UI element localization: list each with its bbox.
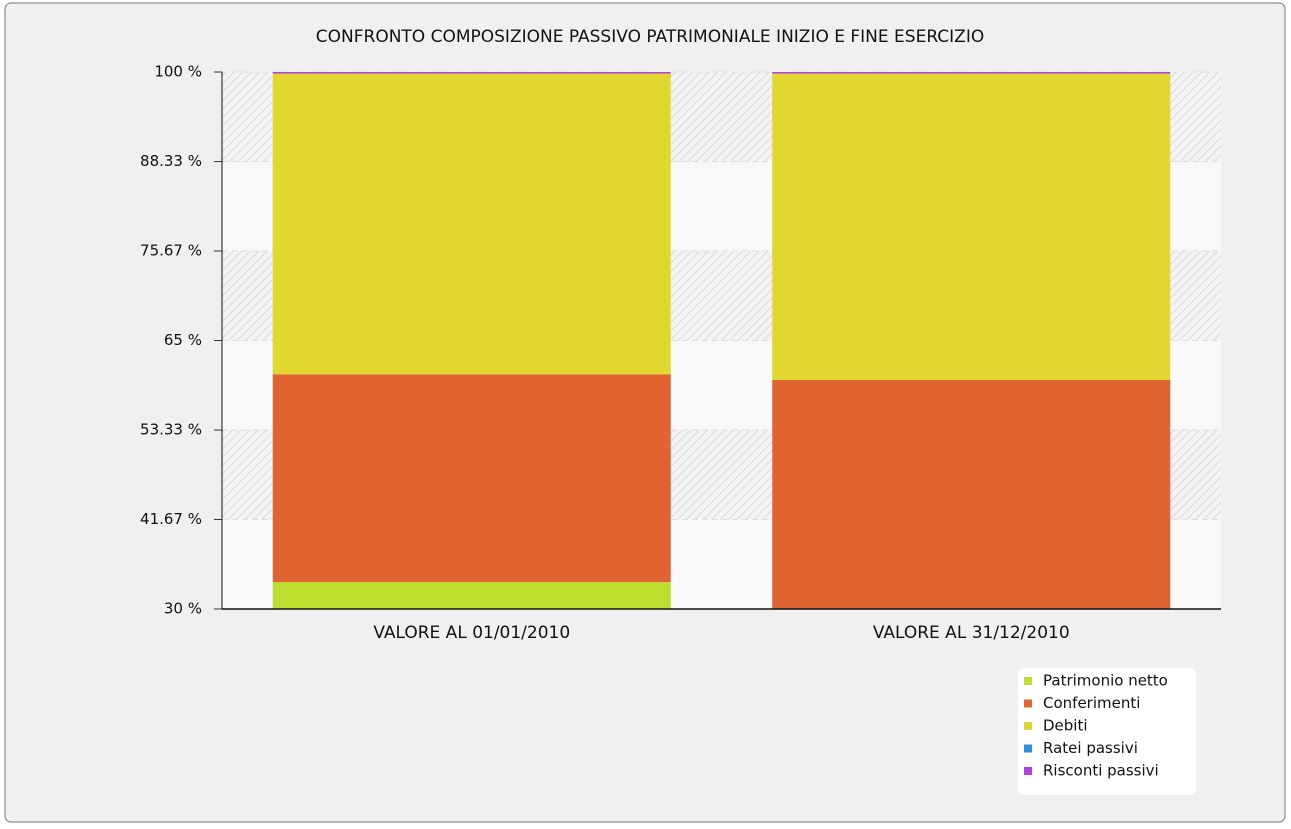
legend-label: Ratei passivi bbox=[1043, 739, 1138, 757]
y-tick-label: 65 % bbox=[164, 331, 202, 349]
y-tick-label: 75.67 % bbox=[140, 241, 202, 259]
bar-segment bbox=[272, 73, 671, 375]
bars bbox=[272, 72, 1171, 609]
legend-label: Risconti passivi bbox=[1043, 762, 1159, 780]
legend-swatch bbox=[1024, 699, 1032, 708]
legend bbox=[1018, 668, 1196, 795]
y-tick-label: 100 % bbox=[154, 63, 202, 81]
bar-segment bbox=[272, 72, 671, 74]
y-tick-label: 41.67 % bbox=[140, 510, 202, 528]
y-tick-label: 30 % bbox=[164, 600, 202, 618]
legend-label: Debiti bbox=[1043, 717, 1088, 735]
y-tick-label: 53.33 % bbox=[140, 421, 202, 439]
bar-segment bbox=[772, 72, 1171, 74]
y-tick-label: 88.33 % bbox=[140, 152, 202, 170]
legend-swatch bbox=[1024, 744, 1032, 753]
bar-segment bbox=[772, 380, 1171, 609]
legend-label: Conferimenti bbox=[1043, 694, 1140, 712]
legend-swatch bbox=[1024, 722, 1032, 730]
legend-swatch bbox=[1024, 677, 1032, 685]
x-tick-label: VALORE AL 01/01/2010 bbox=[373, 623, 570, 643]
chart-title: CONFRONTO COMPOSIZIONE PASSIVO PATRIMONI… bbox=[316, 27, 984, 47]
legend-label: Patrimonio netto bbox=[1043, 672, 1168, 690]
legend-swatch bbox=[1024, 767, 1032, 775]
bar-segment bbox=[272, 374, 671, 583]
bar-segment bbox=[772, 73, 1171, 381]
x-tick-label: VALORE AL 31/12/2010 bbox=[873, 623, 1070, 643]
bar-segment bbox=[272, 582, 671, 609]
